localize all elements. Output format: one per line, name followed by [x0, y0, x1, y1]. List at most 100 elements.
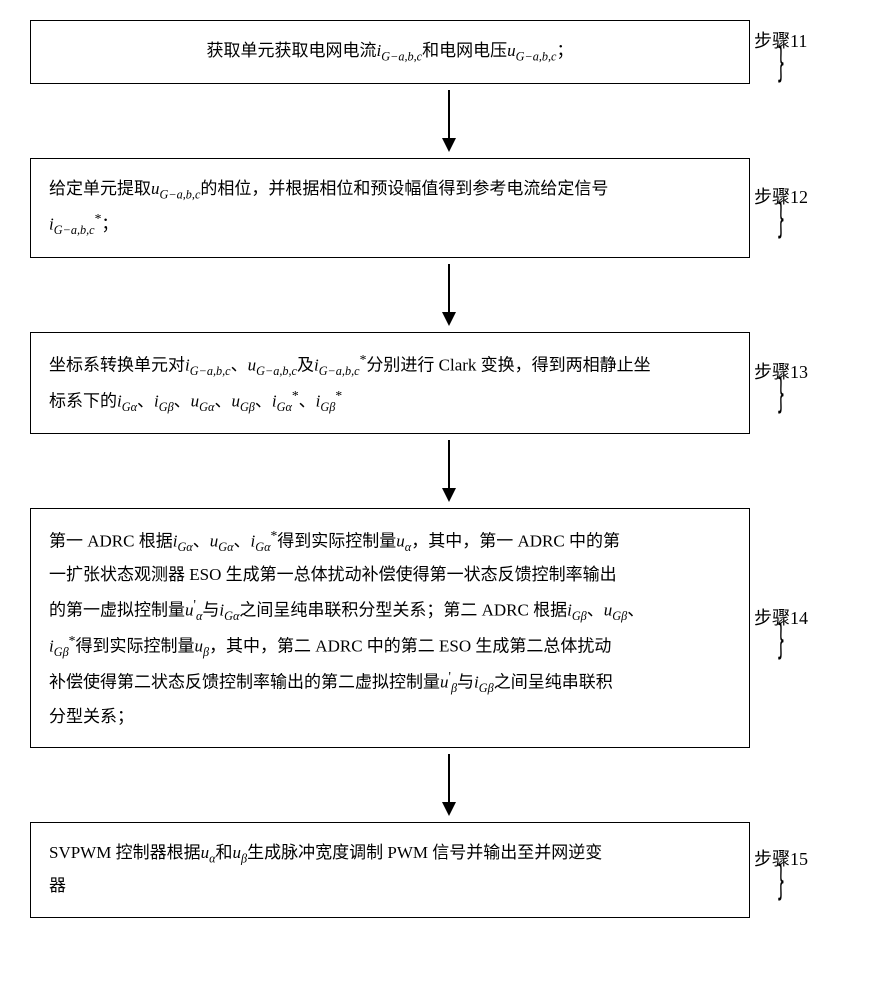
step-label-wrap: 步骤11 ﹜	[754, 27, 807, 76]
step-box-15: SVPWM 控制器根据uα和uβ生成脉冲宽度调制 PWM 信号并输出至并网逆变 …	[30, 822, 750, 918]
var: u	[194, 637, 203, 656]
arrow	[79, 754, 819, 816]
arrow-line	[448, 440, 450, 488]
var-sub: G−a,b,c	[54, 223, 95, 237]
text: 生成脉冲宽度调制 PWM 信号并输出至并网逆变	[247, 843, 602, 862]
var-sub: G−a,b,c	[381, 49, 422, 63]
arrow-head-icon	[442, 802, 456, 816]
text: 得到实际控制量	[75, 637, 194, 656]
var-sub: Gβ	[612, 609, 627, 623]
text: 一扩张状态观测器 ESO 生成第一总体扰动补偿使得第一状态反馈控制率输出	[49, 559, 731, 591]
text: 补偿使得第二状态反馈控制率输出的第二虚拟控制量	[49, 673, 440, 692]
text: 得到实际控制量	[277, 532, 396, 551]
text: 、	[137, 391, 154, 410]
step-box-12: 给定单元提取uG−a,b,c的相位，并根据相位和预设幅值得到参考电流给定信号 i…	[30, 158, 750, 258]
var: u	[604, 600, 613, 619]
bracket-icon: ﹜	[769, 200, 793, 235]
text: 及	[297, 355, 314, 374]
var-sub: Gβ	[572, 609, 587, 623]
var-sub: Gα	[199, 400, 214, 414]
var-sub: Gβ	[159, 400, 174, 414]
var-star: *	[292, 388, 299, 403]
text: 和	[216, 843, 233, 862]
var-sub: G−a,b,c	[516, 49, 557, 63]
bracket-icon: ﹜	[769, 621, 793, 656]
step-box-13: 坐标系转换单元对iG−a,b,c、uG−a,b,c及iG−a,b,c*分别进行 …	[30, 332, 750, 435]
arrow-head-icon	[442, 488, 456, 502]
var: u	[201, 843, 210, 862]
step-label-wrap: 步骤13 ﹜	[754, 358, 808, 407]
arrow	[79, 90, 819, 152]
text: 的第一虚拟控制量	[49, 600, 185, 619]
var-sub: Gα	[218, 540, 233, 554]
var: u	[151, 179, 160, 198]
arrow	[79, 264, 819, 326]
text: 、	[193, 532, 210, 551]
text: 、	[234, 532, 251, 551]
step-label-wrap: 步骤14 ﹜	[754, 604, 808, 653]
var: u	[233, 843, 242, 862]
text: 与	[457, 673, 474, 692]
text: ；	[101, 215, 118, 234]
text: 的相位，并根据相位和预设幅值得到参考电流给定信号	[200, 179, 608, 198]
text: ；	[556, 41, 573, 60]
text: 、	[255, 391, 272, 410]
var-sub: Gα	[277, 400, 292, 414]
text: 之间呈纯串联积	[494, 673, 613, 692]
text: ，其中，第一 ADRC 中的第	[411, 532, 620, 551]
bracket-icon: ﹜	[769, 376, 793, 411]
var: u	[507, 41, 516, 60]
var: u	[248, 355, 257, 374]
text: 、	[299, 391, 316, 410]
text: 和电网电压	[422, 41, 507, 60]
var-sub: Gβ	[320, 400, 335, 414]
var: u	[231, 391, 240, 410]
flowchart: 获取单元获取电网电流iG−a,b,c和电网电压uG−a,b,c； 步骤11 ﹜ …	[10, 20, 867, 918]
arrow	[79, 440, 819, 502]
text: 、	[214, 391, 231, 410]
text: 器	[49, 870, 731, 902]
var-sub: Gα	[177, 540, 192, 554]
text: 分型关系；	[49, 707, 134, 726]
bracket-icon: ﹜	[769, 862, 793, 897]
var-sub: Gα	[224, 609, 239, 623]
step-row-14: 第一 ADRC 根据iGα、uGα、iGα*得到实际控制量uα，其中，第一 AD…	[10, 508, 867, 748]
step-row-11: 获取单元获取电网电流iG−a,b,c和电网电压uG−a,b,c； 步骤11 ﹜	[10, 20, 867, 84]
step-label-wrap: 步骤15 ﹜	[754, 845, 808, 894]
text: 、	[587, 600, 604, 619]
var-sub: Gα	[122, 400, 137, 414]
text: SVPWM 控制器根据	[49, 843, 201, 862]
var-sub: G−a,b,c	[319, 364, 360, 378]
var-sub: G−a,b,c	[160, 187, 201, 201]
var: u	[185, 600, 194, 619]
text: 、	[231, 355, 248, 374]
step-box-14: 第一 ADRC 根据iGα、uGα、iGα*得到实际控制量uα，其中，第一 AD…	[30, 508, 750, 748]
arrow-line	[448, 264, 450, 312]
text: 与	[202, 600, 219, 619]
arrow-line	[448, 90, 450, 138]
text: 标系下的	[49, 391, 117, 410]
text: ，其中，第二 ADRC 中的第二 ESO 生成第二总体扰动	[209, 637, 611, 656]
var-sub: G−a,b,c	[256, 364, 297, 378]
step-row-12: 给定单元提取uG−a,b,c的相位，并根据相位和预设幅值得到参考电流给定信号 i…	[10, 158, 867, 258]
text: 给定单元提取	[49, 179, 151, 198]
step-row-15: SVPWM 控制器根据uα和uβ生成脉冲宽度调制 PWM 信号并输出至并网逆变 …	[10, 822, 867, 918]
text: 、	[174, 391, 191, 410]
step-box-11: 获取单元获取电网电流iG−a,b,c和电网电压uG−a,b,c；	[30, 20, 750, 84]
var-star: *	[335, 388, 342, 403]
arrow-head-icon	[442, 138, 456, 152]
var-sub: Gβ	[54, 645, 69, 659]
text: 坐标系转换单元对	[49, 355, 185, 374]
var: u	[210, 532, 219, 551]
bracket-icon: ﹜	[769, 45, 793, 80]
arrow-head-icon	[442, 312, 456, 326]
var: u	[191, 391, 200, 410]
text: 获取单元获取电网电流	[207, 41, 377, 60]
var-sub: Gβ	[240, 400, 255, 414]
var-sub: Gα	[255, 540, 270, 554]
arrow-line	[448, 754, 450, 802]
var: u	[396, 532, 405, 551]
var-sub: G−a,b,c	[190, 364, 231, 378]
text: 第一 ADRC 根据	[49, 532, 173, 551]
var: u	[440, 673, 449, 692]
